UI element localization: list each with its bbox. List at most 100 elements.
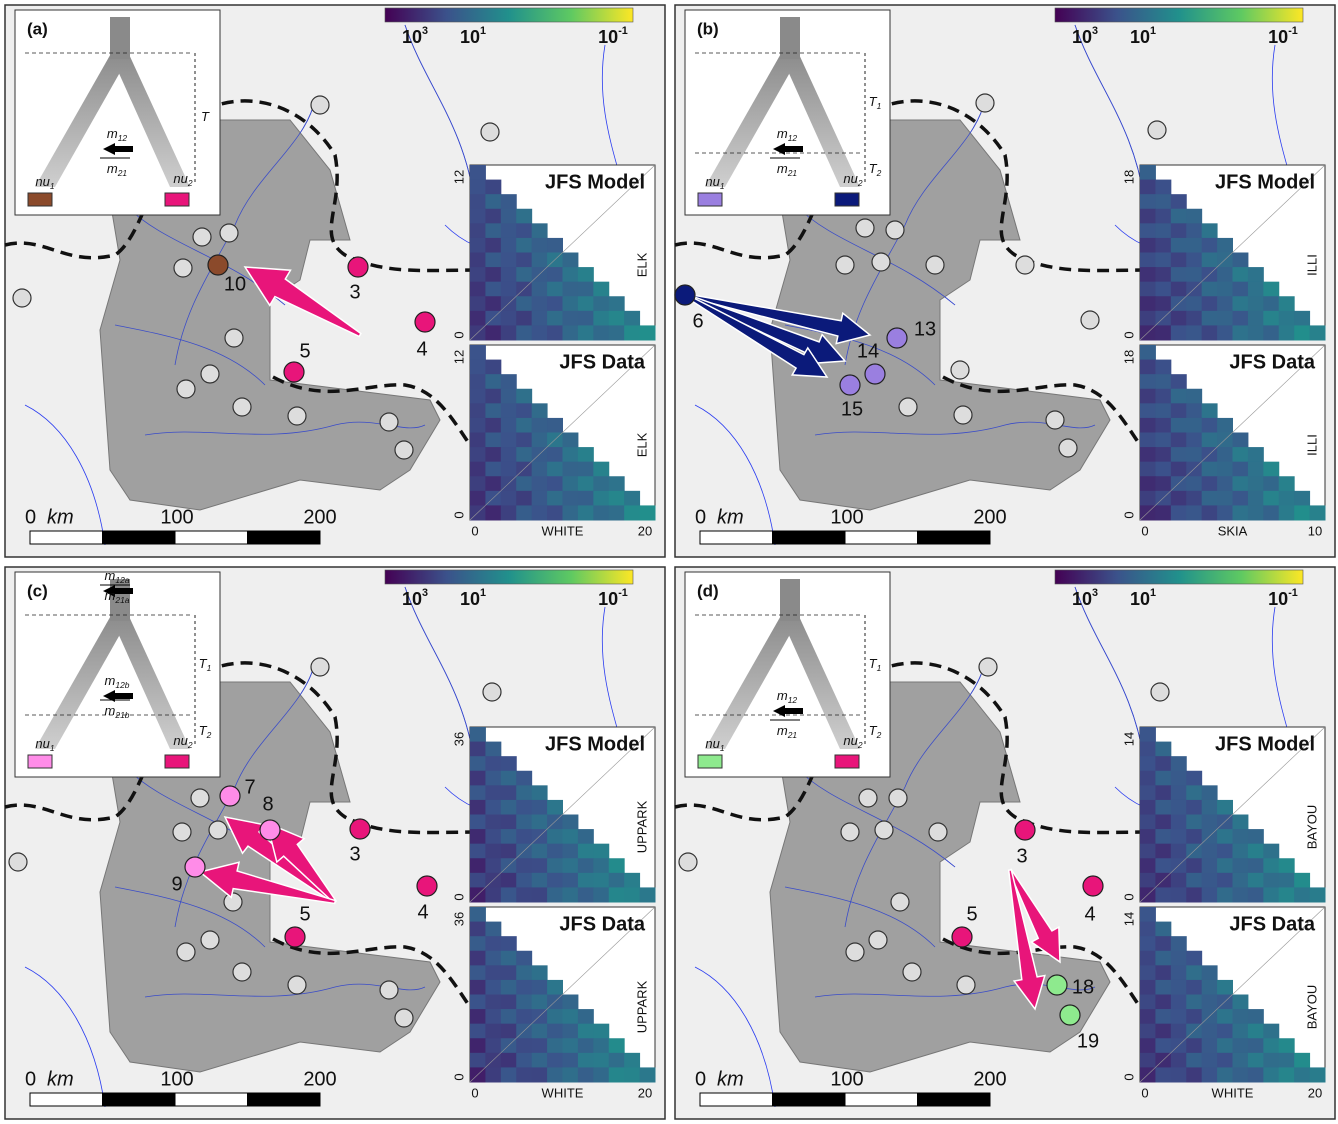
jfs-cell	[1217, 887, 1233, 902]
jfs-cell	[1310, 325, 1326, 340]
jfs-cell	[516, 462, 532, 477]
jfs-cell	[501, 374, 517, 389]
jfs-cell	[1140, 980, 1156, 995]
jfs-cell	[1140, 491, 1156, 506]
jfs-y-tick: 14	[1121, 912, 1136, 926]
jfs-cell	[593, 887, 609, 902]
jfs-cell	[1202, 815, 1218, 830]
jfs-cell	[1171, 1053, 1187, 1068]
jfs-cell	[1171, 1009, 1187, 1024]
colorbar-label-base: 10	[1130, 589, 1150, 609]
jfs-cell	[563, 325, 579, 340]
migration-label-sub: 12b	[115, 680, 129, 690]
site	[224, 893, 242, 911]
jfs-cell	[1248, 873, 1264, 888]
jfs-cell	[470, 829, 486, 844]
scale-zero: 0	[695, 506, 706, 528]
site	[483, 683, 501, 701]
jfs-cell	[1233, 491, 1249, 506]
jfs-cell	[470, 345, 486, 360]
scale-segment	[248, 531, 321, 544]
jfs-cell	[532, 238, 548, 253]
site	[1046, 411, 1064, 429]
jfs-cell	[1217, 238, 1233, 253]
jfs-cell	[470, 742, 486, 757]
pop-label-base: nu	[173, 171, 187, 186]
jfs-cell	[1233, 815, 1249, 830]
jfs-cell	[1248, 1038, 1264, 1053]
jfs-cell	[609, 1067, 625, 1082]
jfs-cell	[563, 462, 579, 477]
jfs-cell	[1186, 873, 1202, 888]
colorbar-label-base: 10	[1130, 27, 1150, 47]
colorbar-label-exp: -1	[618, 587, 628, 599]
time-label-sub: 2	[206, 730, 212, 740]
jfs-cell	[1155, 1038, 1171, 1053]
jfs-cell	[1186, 418, 1202, 433]
jfs-cell	[501, 1024, 517, 1039]
jfs-cell	[501, 311, 517, 326]
jfs-cell	[501, 965, 517, 980]
jfs-cell	[1217, 491, 1233, 506]
sampled-site	[220, 786, 240, 806]
jfs-cell	[1202, 433, 1218, 448]
jfs-y-label: ELK	[634, 432, 649, 457]
site	[220, 224, 238, 242]
panel: 3451819T1T2m12m21nu1nu2(d)10310110-1JFS …	[675, 567, 1335, 1119]
jfs-cell	[547, 447, 563, 462]
jfs-cell	[1155, 433, 1171, 448]
jfs-cell	[532, 253, 548, 268]
colorbar-label-exp: -1	[1288, 587, 1298, 599]
jfs-cell	[563, 995, 579, 1010]
site-label: 14	[857, 340, 879, 362]
jfs-cell	[547, 858, 563, 873]
jfs-cell	[1140, 165, 1156, 180]
jfs-cell	[532, 858, 548, 873]
pop-label-base: nu	[705, 736, 719, 751]
jfs-cell	[578, 296, 594, 311]
site	[1151, 683, 1169, 701]
jfs-cell	[470, 1053, 486, 1068]
jfs-cell	[593, 873, 609, 888]
jfs-cell	[1140, 267, 1156, 282]
jfs-cell	[1202, 887, 1218, 902]
pop-label-sub: 2	[187, 740, 193, 750]
jfs-cell	[578, 311, 594, 326]
jfs-y-tick: 18	[1121, 350, 1136, 364]
jfs-cell	[470, 873, 486, 888]
jfs-cell	[547, 505, 563, 520]
jfs-cell	[1171, 887, 1187, 902]
migration-label-sub: 12	[118, 133, 128, 143]
jfs-cell	[1217, 311, 1233, 326]
jfs-cell	[532, 462, 548, 477]
site	[311, 96, 329, 114]
jfs-cell	[547, 267, 563, 282]
jfs-cell	[578, 1038, 594, 1053]
jfs-cell	[1186, 1053, 1202, 1068]
jfs-cell	[501, 771, 517, 786]
jfs-cell	[532, 873, 548, 888]
site	[679, 853, 697, 871]
jfs-cell	[501, 1067, 517, 1082]
colorbar-label-exp: 1	[480, 587, 486, 599]
jfs-cell	[516, 829, 532, 844]
jfs-cell	[1248, 1024, 1264, 1039]
jfs-x-tick: 0	[1141, 1085, 1148, 1100]
jfs-cell	[1186, 844, 1202, 859]
jfs-cell	[547, 1053, 563, 1068]
jfs-y-tick: 12	[451, 350, 466, 364]
jfs-cell	[1155, 223, 1171, 238]
jfs-cell	[1186, 282, 1202, 297]
jfs-cell	[578, 1024, 594, 1039]
jfs-cell	[485, 403, 501, 418]
pop-label-base: nu	[843, 171, 857, 186]
jfs-cell	[1310, 505, 1326, 520]
jfs-cell	[1155, 282, 1171, 297]
site	[872, 253, 890, 271]
site	[1059, 439, 1077, 457]
jfs-cell	[1155, 447, 1171, 462]
jfs-cell	[1155, 951, 1171, 966]
jfs-cell	[1310, 1067, 1326, 1082]
jfs-cell	[563, 253, 579, 268]
jfs-cell	[516, 505, 532, 520]
